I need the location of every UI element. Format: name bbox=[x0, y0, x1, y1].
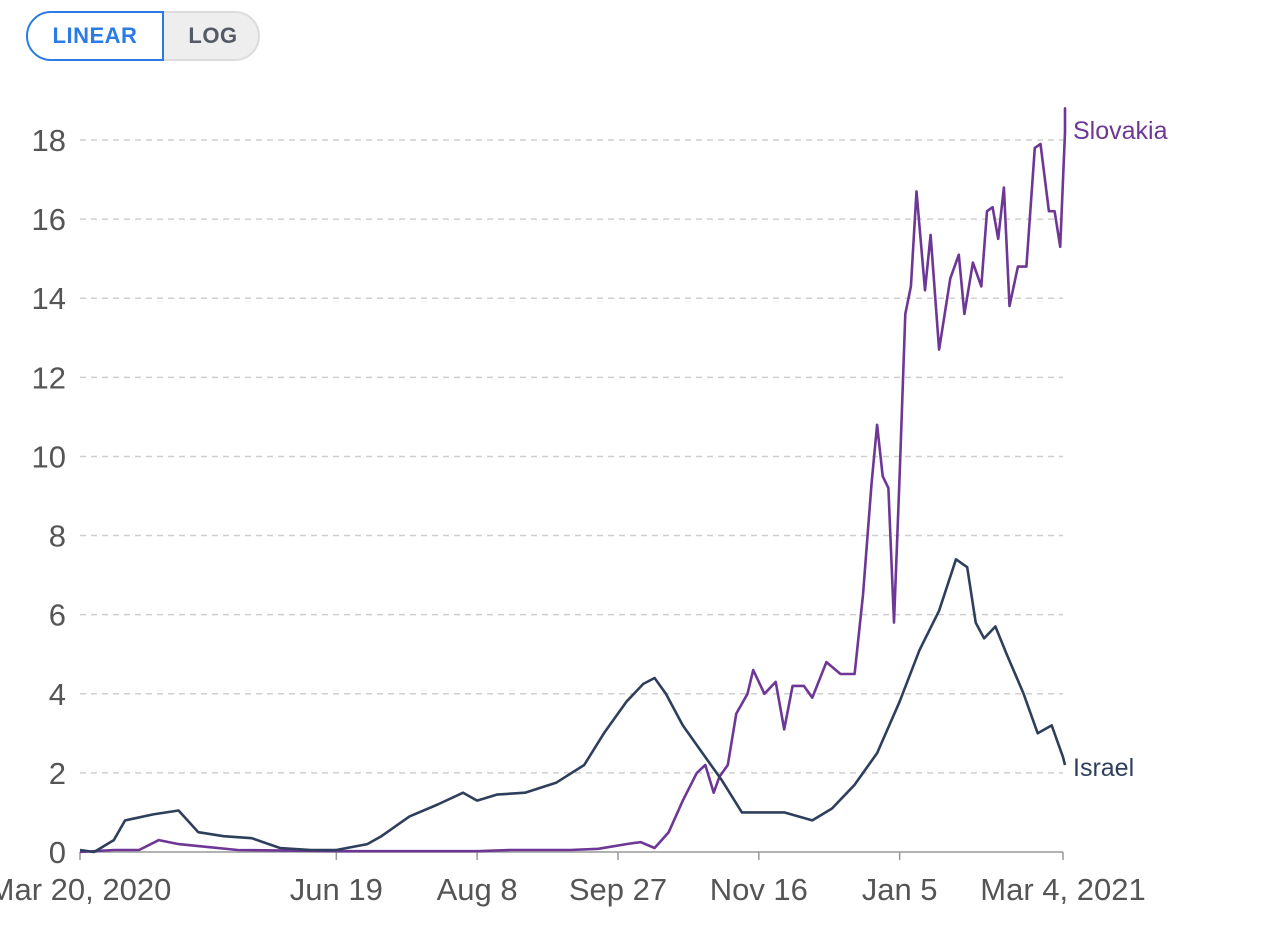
y-tick-label: 14 bbox=[32, 281, 66, 316]
x-tick-label: Nov 16 bbox=[710, 872, 808, 907]
y-tick-label: 12 bbox=[32, 360, 66, 395]
log-scale-button[interactable]: LOG bbox=[188, 23, 238, 48]
y-tick-label: 18 bbox=[32, 123, 66, 158]
linear-scale-button[interactable]: LINEAR bbox=[26, 11, 164, 61]
y-tick-label: 0 bbox=[49, 835, 66, 870]
series-line-slovakia bbox=[79, 107, 1067, 854]
series-labels: Slovakia Israel bbox=[1073, 117, 1168, 782]
y-tick-label: 8 bbox=[49, 519, 66, 554]
series-label-israel: Israel bbox=[1073, 754, 1134, 782]
y-tick-label: 16 bbox=[32, 202, 66, 237]
x-tick-label: Sep 27 bbox=[569, 872, 667, 907]
x-tick-label: Jun 19 bbox=[290, 872, 383, 907]
grid-lines bbox=[80, 139, 1063, 774]
y-tick-label: 2 bbox=[49, 756, 66, 791]
series-label-slovakia: Slovakia bbox=[1073, 117, 1168, 145]
y-tick-label: 10 bbox=[32, 439, 66, 474]
series-lines bbox=[79, 107, 1067, 854]
series-line-israel bbox=[79, 558, 1067, 854]
x-tick-label: Aug 8 bbox=[437, 872, 518, 907]
scale-toggle: LINEAR LOG bbox=[26, 11, 260, 61]
y-tick-label: 6 bbox=[49, 598, 66, 633]
x-axis: Mar 20, 2020 Jun 19 Aug 8 Sep 27 Nov 16 Jan 5… bbox=[0, 851, 1146, 907]
x-tick-label: Mar 4, 2021 bbox=[980, 872, 1145, 907]
x-tick-label: Mar 20, 2020 bbox=[0, 872, 171, 907]
x-tick-label: Jan 5 bbox=[862, 872, 938, 907]
y-axis-ticks: 0 2 4 6 8 10 12 14 16 18 bbox=[32, 123, 66, 870]
y-tick-label: 4 bbox=[49, 677, 66, 712]
